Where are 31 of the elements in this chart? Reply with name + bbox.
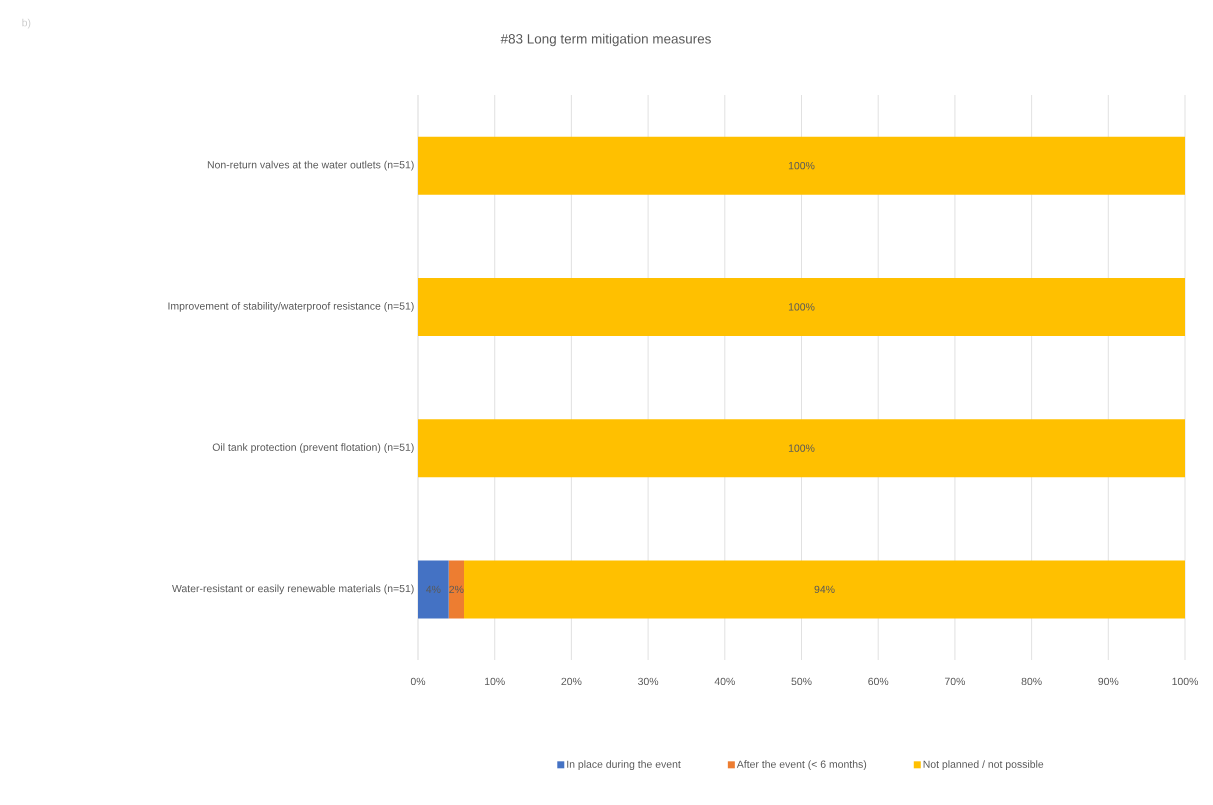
x-tick-label: 70% xyxy=(944,677,965,686)
legend-label: After the event (< 6 months) xyxy=(736,760,867,770)
data-label: 4% xyxy=(426,585,441,594)
x-tick-label: 90% xyxy=(1098,677,1119,686)
x-tick-label: 30% xyxy=(638,677,659,686)
data-label: 100% xyxy=(788,161,815,170)
bar xyxy=(418,560,449,619)
data-label: 100% xyxy=(788,444,815,452)
legend-label: In place during the event xyxy=(567,760,681,770)
chart-title: #83 Long term mitigation measures xyxy=(500,33,711,47)
data-label: 100% xyxy=(788,303,815,311)
bar xyxy=(418,277,1186,336)
y-tick-label: Oil tank protection (prevent flotation) (n=51) xyxy=(212,443,414,454)
data-label: 2% xyxy=(449,585,464,594)
x-tick-label: 10% xyxy=(485,677,505,686)
x-tick-label: 80% xyxy=(1021,677,1042,686)
x-tick-label: 40% xyxy=(714,677,735,686)
bar xyxy=(418,419,1186,478)
y-tick-label: Improvement of stability/waterproof resistance (n=51) xyxy=(168,302,414,312)
legend-label: Not planned / not possible xyxy=(923,760,1044,770)
x-tick-label: 0% xyxy=(410,677,426,686)
bar xyxy=(464,560,1186,619)
y-tick-label: Non-return valves at the water outlets (n=51) xyxy=(207,160,414,171)
bar xyxy=(448,560,465,619)
data-label: 94% xyxy=(814,585,835,594)
x-tick-label: 20% xyxy=(561,677,582,686)
bar xyxy=(418,136,1186,195)
x-tick-label: 100% xyxy=(1172,677,1198,686)
x-tick-label: 60% xyxy=(868,677,889,686)
y-tick-label: Water-resistant or easily renewable materials (n=51) xyxy=(172,584,414,595)
x-tick-label: 50% xyxy=(791,677,812,686)
